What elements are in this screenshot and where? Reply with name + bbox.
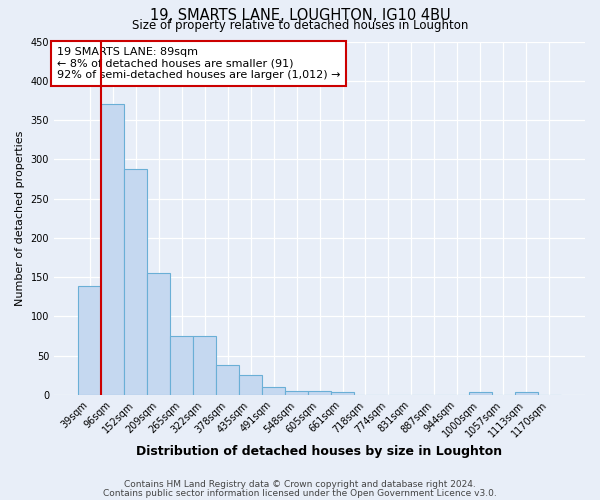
Bar (469, 392, 492, 395)
Bar (515, 392, 538, 395)
Bar (262, 387, 285, 395)
Text: Size of property relative to detached houses in Loughton: Size of property relative to detached ho… (132, 18, 468, 32)
Bar (285, 391, 308, 395)
X-axis label: Distribution of detached houses by size in Loughton: Distribution of detached houses by size … (136, 444, 503, 458)
Y-axis label: Number of detached properties: Number of detached properties (15, 130, 25, 306)
Text: 19 SMARTS LANE: 89sqm
← 8% of detached houses are smaller (91)
92% of semi-detac: 19 SMARTS LANE: 89sqm ← 8% of detached h… (56, 47, 340, 80)
Bar (147, 273, 170, 395)
Text: Contains HM Land Registry data © Crown copyright and database right 2024.: Contains HM Land Registry data © Crown c… (124, 480, 476, 489)
Bar (193, 336, 216, 395)
Bar (78, 286, 101, 395)
Bar (331, 392, 354, 395)
Text: Contains public sector information licensed under the Open Government Licence v3: Contains public sector information licen… (103, 488, 497, 498)
Bar (308, 391, 331, 395)
Bar (101, 104, 124, 395)
Text: 19, SMARTS LANE, LOUGHTON, IG10 4BU: 19, SMARTS LANE, LOUGHTON, IG10 4BU (149, 8, 451, 22)
Bar (216, 365, 239, 395)
Bar (239, 375, 262, 395)
Bar (124, 170, 147, 395)
Bar (170, 336, 193, 395)
